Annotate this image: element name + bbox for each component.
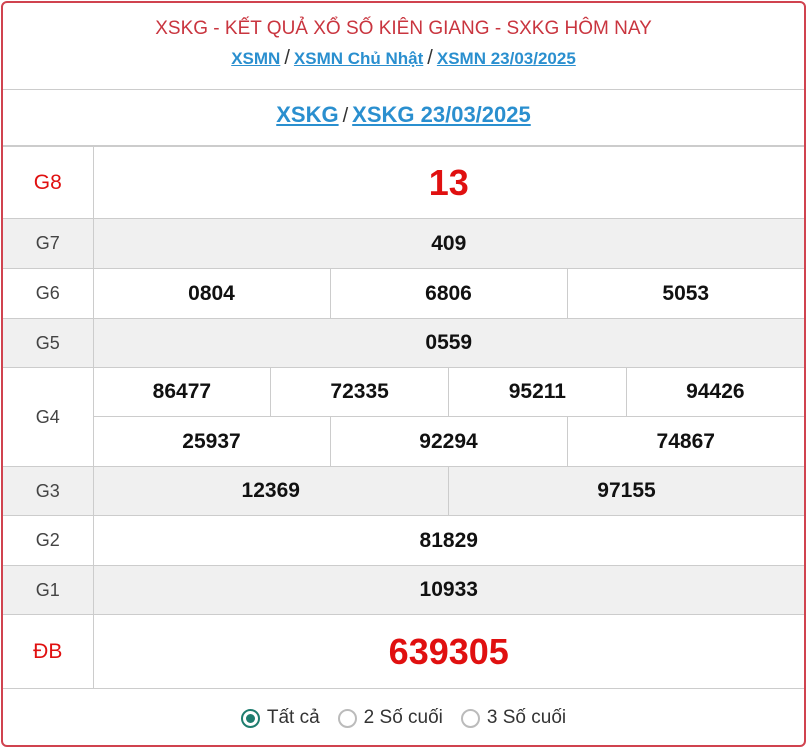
filter-label: 2 Số cuối <box>363 707 443 728</box>
prize-value: 5053 <box>566 268 804 319</box>
prize-value: 97155 <box>448 466 804 516</box>
page-title: XSKG - KẾT QUẢ XỔ SỐ KIÊN GIANG - SXKG H… <box>155 18 652 39</box>
row-g3: G3 12369 97155 <box>3 466 804 516</box>
row-g6: G6 0804 6806 5053 <box>3 268 804 319</box>
link-xskg-date[interactable]: XSKG 23/03/2025 <box>352 102 531 127</box>
breadcrumb-separator: / <box>427 47 433 69</box>
prize-label: G6 <box>3 268 94 319</box>
prize-label: G4 <box>3 367 94 467</box>
prize-value: 86477 <box>92 367 272 417</box>
row-g7: G7 409 <box>3 218 804 269</box>
filter-label: Tất cả <box>266 707 320 728</box>
filter-all[interactable]: Tất cả <box>240 707 320 729</box>
prize-value: 94426 <box>625 367 804 417</box>
prize-label: G1 <box>3 565 94 615</box>
row-g4: G4 86477 72335 95211 94426 <box>3 367 804 467</box>
link-xskg[interactable]: XSKG <box>276 102 339 127</box>
prize-label: ĐB <box>3 614 94 689</box>
filter-label: 3 Số cuối <box>486 707 567 728</box>
prize-value: 0559 <box>92 318 804 368</box>
prize-value: 95211 <box>448 367 627 417</box>
prize-value: 12369 <box>92 466 449 516</box>
row-g8: G8 13 <box>3 146 804 219</box>
prize-value: 74867 <box>566 416 804 467</box>
radio-unchecked-icon[interactable] <box>337 708 357 728</box>
subheader: XSKG / XSKG 23/03/2025 <box>3 90 804 146</box>
header: XSKG - KẾT QUẢ XỔ SỐ KIÊN GIANG - SXKG H… <box>3 3 804 90</box>
prize-value: 639305 <box>92 614 804 689</box>
separator: / <box>342 105 349 127</box>
row-db: ĐB 639305 <box>3 614 804 689</box>
prize-value: 0804 <box>92 268 331 319</box>
radio-checked-icon[interactable] <box>240 708 260 728</box>
prize-label: G8 <box>3 146 94 219</box>
prize-value: 10933 <box>92 565 804 615</box>
breadcrumb: XSMN / XSMN Chủ Nhật / XSMN 23/03/2025 <box>3 47 804 70</box>
prize-value: 92294 <box>329 416 568 467</box>
breadcrumb-xsmn-sunday[interactable]: XSMN Chủ Nhật <box>293 49 424 68</box>
prize-value: 25937 <box>92 416 331 467</box>
breadcrumb-xsmn[interactable]: XSMN <box>231 49 281 68</box>
results-table: G8 13 G7 409 G6 0804 6806 5053 G5 0559 G… <box>3 146 804 689</box>
prize-label: G5 <box>3 318 94 368</box>
prize-value: 81829 <box>92 515 804 566</box>
prize-label: G7 <box>3 218 94 269</box>
prize-label: G3 <box>3 466 94 516</box>
prize-value: 409 <box>92 218 804 269</box>
row-g4-2: 25937 92294 74867 <box>3 416 804 467</box>
filter-last-3[interactable]: 3 Số cuối <box>460 707 567 729</box>
prize-label: G2 <box>3 515 94 566</box>
breadcrumb-xsmn-date[interactable]: XSMN 23/03/2025 <box>436 49 576 68</box>
prize-value: 72335 <box>270 367 449 417</box>
filter-last-2[interactable]: 2 Số cuối <box>337 707 443 729</box>
row-g2: G2 81829 <box>3 515 804 566</box>
row-g5: G5 0559 <box>3 318 804 368</box>
prize-value: 6806 <box>329 268 568 319</box>
row-g1: G1 10933 <box>3 565 804 615</box>
breadcrumb-separator: / <box>284 47 290 69</box>
radio-unchecked-icon[interactable] <box>460 708 480 728</box>
digit-filter: Tất cả 2 Số cuối 3 Số cuối <box>3 689 804 745</box>
prize-value: 13 <box>92 146 804 219</box>
